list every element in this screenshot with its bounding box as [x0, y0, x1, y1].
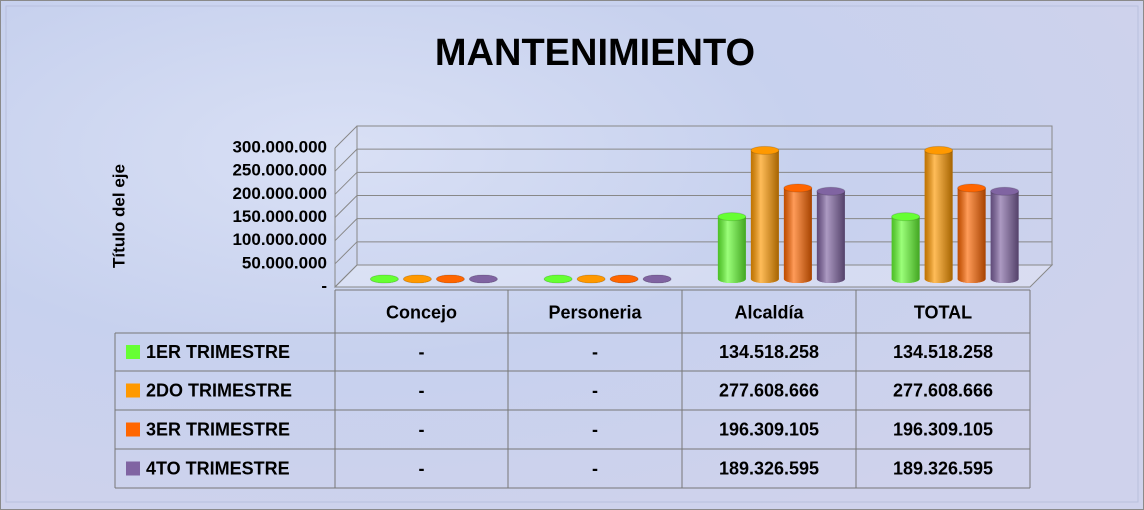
value-label: 134.518.258 — [719, 342, 819, 362]
cylinder-top — [891, 212, 921, 222]
legend-label: 4TO TRIMESTRE — [146, 458, 290, 478]
value-label: 196.309.105 — [893, 419, 993, 439]
y-tick-label: 100.000.000 — [232, 230, 327, 249]
cylinder-top — [816, 186, 846, 196]
legend-label: 3ER TRIMESTRE — [146, 419, 290, 439]
y-tick-label: 50.000.000 — [242, 253, 327, 272]
value-label: - — [419, 458, 425, 478]
cylinder-top — [924, 145, 954, 155]
bar-shade — [990, 191, 1019, 283]
cylinder-top — [543, 274, 573, 284]
chart-title: MANTENIMIENTO — [435, 32, 755, 74]
legend-swatch — [126, 345, 140, 359]
value-label: 189.326.595 — [719, 458, 819, 478]
bar-shade — [717, 216, 746, 283]
bar-shade — [957, 188, 986, 283]
cylinder-top — [576, 274, 606, 284]
cylinder-top — [783, 183, 813, 193]
y-tick-label: 200.000.000 — [232, 184, 327, 203]
x-tick-label: TOTAL — [914, 302, 972, 322]
legend-swatch — [126, 461, 140, 476]
cylinder-top — [402, 274, 432, 284]
bar-shade — [924, 150, 953, 283]
bar-shade — [783, 188, 812, 283]
cylinder-top — [642, 274, 672, 284]
legend-swatch — [126, 422, 140, 437]
y-tick-label: 300.000.000 — [232, 137, 327, 156]
plot: - 50.000.000 100.000.000 150.000.000 200.000… — [232, 125, 1054, 295]
value-label: - — [419, 342, 425, 362]
value-label: - — [592, 458, 598, 478]
value-label: 189.326.595 — [893, 458, 993, 478]
value-label: - — [592, 342, 598, 362]
bar-shade — [891, 216, 920, 283]
cylinder-top — [369, 274, 399, 284]
x-tick-label: Alcaldía — [734, 302, 804, 322]
cylinder-top — [957, 183, 987, 193]
cylinder-top — [468, 274, 498, 284]
grid-line — [334, 125, 1052, 149]
data-table: Concejo Personeria Alcaldía TOTAL 1ER TRIMES… — [114, 289, 1031, 489]
value-label: 277.608.666 — [719, 380, 819, 400]
bar-shade — [816, 191, 845, 283]
frame — [5, 5, 1139, 503]
value-label: - — [592, 380, 598, 400]
y-tick-label: 250.000.000 — [232, 161, 327, 180]
value-label: 134.518.258 — [893, 342, 993, 362]
cylinder-top — [717, 212, 747, 222]
value-label: 196.309.105 — [719, 419, 819, 439]
x-tick-label: Personeria — [548, 302, 642, 322]
legend-swatch — [126, 383, 140, 398]
cylinder-top — [990, 186, 1020, 196]
grid-line — [334, 148, 1052, 172]
legend-label: 2DO TRIMESTRE — [146, 380, 292, 400]
cylinder-top — [435, 274, 465, 284]
cylinder-top — [750, 145, 780, 155]
cylinder-top — [609, 274, 639, 284]
y-axis-title: Título del eje — [109, 164, 128, 268]
value-label: - — [419, 419, 425, 439]
legend-label: 1ER TRIMESTRE — [146, 342, 290, 362]
value-label: - — [592, 419, 598, 439]
bar-shade — [750, 150, 779, 283]
y-tick-label: - — [321, 276, 327, 295]
x-tick-label: Concejo — [386, 302, 457, 322]
value-label: - — [419, 380, 425, 400]
grid-line — [334, 171, 1052, 195]
y-tick-label: 150.000.000 — [232, 207, 327, 226]
value-label: 277.608.666 — [893, 380, 993, 400]
